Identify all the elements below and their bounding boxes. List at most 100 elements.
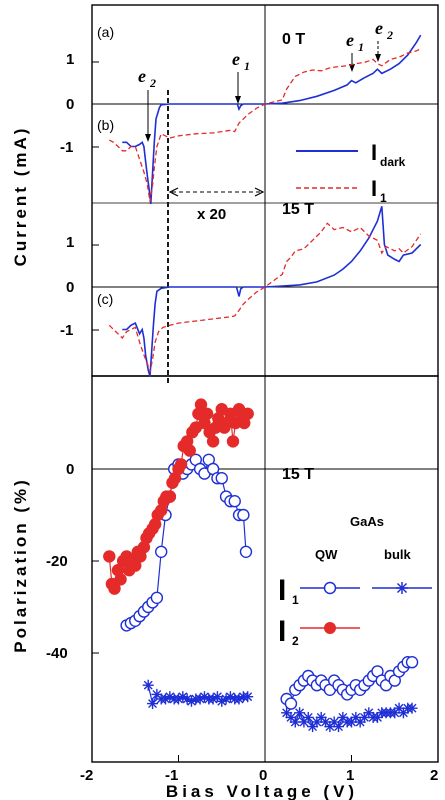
legend-current: I dark I 1	[296, 140, 406, 205]
ytick-label: 1	[66, 234, 74, 251]
bracket-label: x 20	[197, 206, 226, 223]
ytick-label: 0	[66, 461, 74, 478]
ytick-label: 0	[66, 279, 74, 296]
legend-label-sub: dark	[380, 155, 406, 169]
ytick-label: -40	[46, 645, 68, 662]
annotation-e2-left: e 2	[138, 66, 156, 142]
data-point-filled-circle	[129, 559, 142, 572]
legend-marker-star	[396, 582, 408, 594]
plot-current-0T	[109, 34, 422, 204]
data-point-open-circle	[150, 591, 164, 604]
annotation-subscript: 1	[244, 59, 250, 73]
bracket-arrow-left	[168, 187, 179, 197]
arrowhead	[375, 54, 381, 62]
annotation-subscript: 1	[358, 40, 364, 54]
bracket-arrow-right	[254, 187, 265, 197]
plot-polarization	[103, 398, 419, 733]
arrowhead	[235, 96, 241, 104]
data-point-filled-circle	[163, 490, 177, 503]
plot-current-15T	[108, 206, 422, 377]
xtick-label: -2	[80, 767, 93, 784]
legend-row-I: I	[278, 574, 286, 607]
panel-label-b: (b)	[97, 117, 114, 133]
data-point-open-circle	[239, 545, 253, 558]
data-point-open-circle	[405, 656, 419, 669]
field-label-15T-lower: 15 T	[282, 466, 314, 483]
panel-label-c: (c)	[97, 291, 113, 307]
legend-label-I: I	[371, 140, 377, 165]
data-point-open-circle	[215, 472, 228, 485]
data-point-open-circle	[228, 495, 241, 508]
annotation-subscript: 2	[149, 76, 156, 90]
arrowhead	[349, 64, 355, 72]
legend-polarization: GaAs QW bulk I 1 I 2	[278, 514, 432, 648]
field-label-0T: 0 T	[282, 31, 305, 48]
data-point-star	[142, 679, 154, 691]
series-line-i-1	[109, 48, 421, 202]
data-point-open-circle	[237, 508, 250, 522]
annotation-e1-right: e 1	[346, 30, 364, 72]
ytick-label: -1	[60, 139, 73, 156]
data-point-open-circle	[154, 545, 168, 558]
series-line-i-dark	[122, 34, 422, 204]
y-axis-label-current: Current (mA)	[11, 126, 30, 267]
xtick-label: -1	[165, 767, 178, 784]
annotation-e: e	[138, 66, 146, 86]
legend-title: GaAs	[350, 514, 384, 529]
ytick-labels-c: 1 0 -1	[60, 234, 74, 339]
annotation-e: e	[346, 30, 354, 50]
data-point-star	[302, 711, 314, 723]
arrowhead	[145, 134, 151, 142]
ytick-label: -20	[46, 553, 68, 570]
tick-marks	[91, 61, 439, 762]
ytick-label: 0	[66, 96, 74, 113]
xtick-labels: -2 -1 0 1 2	[80, 767, 438, 784]
data-point-star	[242, 691, 254, 703]
data-point-filled-circle	[174, 458, 188, 471]
series-line-i-dark	[122, 206, 422, 377]
legend-label-sub: 1	[380, 191, 387, 205]
annotation-e: e	[232, 49, 240, 69]
data-point-filled-circle	[194, 398, 208, 411]
data-point-filled-circle	[241, 407, 254, 421]
legend-col-bulk: bulk	[384, 547, 411, 562]
ytick-label: -1	[60, 322, 73, 339]
annotation-e: e	[375, 18, 383, 38]
data-point-filled-circle	[183, 444, 196, 457]
data-point-open-circle	[284, 697, 298, 710]
data-point-filled-circle	[114, 573, 127, 586]
series-line-i-1	[108, 222, 422, 373]
x-axis-label: Bias Voltage (V)	[166, 782, 358, 800]
legend-marker-filled-circle	[324, 622, 336, 634]
data-point-filled-circle	[108, 582, 121, 595]
xtick-label: 0	[259, 767, 267, 784]
legend-col-qw: QW	[315, 547, 338, 562]
data-point-filled-circle	[206, 435, 220, 448]
data-point-filled-circle	[226, 435, 240, 448]
data-point-star	[147, 698, 159, 710]
scale-bracket: x 20	[168, 187, 265, 223]
legend-row-I: I	[278, 615, 286, 648]
ytick-labels-pol: 0 -20 -40	[46, 461, 74, 662]
legend-marker-open-circle	[323, 581, 337, 595]
annotation-e1-left: e 1	[232, 49, 250, 104]
legend-row-sub: 2	[292, 634, 299, 648]
data-point-filled-circle	[103, 550, 116, 563]
data-point-star	[333, 721, 345, 733]
data-point-star	[406, 702, 418, 714]
data-point-filled-circle	[200, 407, 214, 421]
annotation-e2-right: e 2	[375, 18, 393, 62]
annotation-subscript: 2	[386, 28, 393, 42]
ytick-label: 1	[66, 51, 74, 68]
xtick-label: 1	[346, 767, 354, 784]
field-label-15T-upper: 15 T	[282, 201, 314, 218]
ytick-labels-a: 1 0 -1	[60, 51, 74, 156]
legend-label-I: I	[371, 176, 377, 201]
xtick-label: 2	[430, 767, 438, 784]
panel-label-a: (a)	[97, 24, 114, 40]
data-point-star	[294, 707, 306, 719]
axes-frames	[91, 4, 439, 763]
y-axis-label-polarization: Polarization (%)	[11, 477, 30, 653]
legend-row-sub: 1	[292, 593, 299, 607]
